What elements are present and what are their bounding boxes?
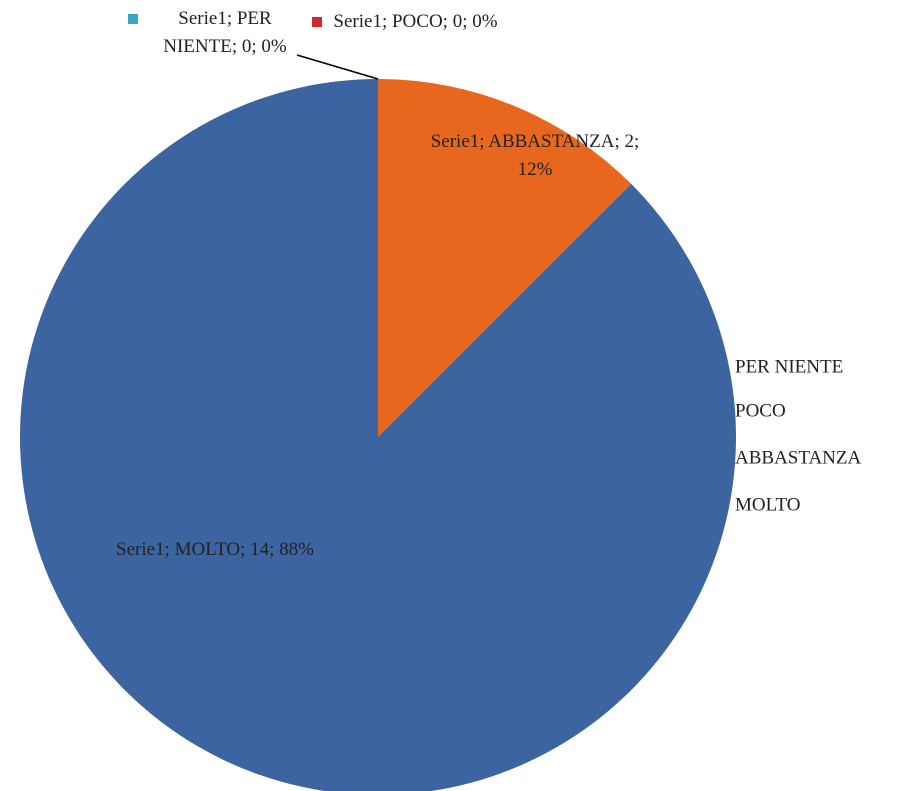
label-key — [128, 14, 138, 24]
label-key — [312, 17, 322, 27]
data-label: Serie1; MOLTO; 14; 88% — [116, 539, 314, 560]
pie-slice — [20, 79, 736, 791]
pie-slice — [378, 79, 632, 437]
data-label: Serie1; PER NIENTE; 0; 0% — [163, 8, 287, 57]
legend-label: POCO — [735, 400, 786, 421]
data-label: Serie1; POCO; 0; 0% — [333, 11, 498, 32]
legend-label: PER NIENTE — [735, 356, 843, 377]
data-label: Serie1; ABBASTANZA; 2; 12% — [430, 131, 640, 180]
legend-label: MOLTO — [735, 494, 800, 515]
legend-label: ABBASTANZA — [735, 447, 861, 468]
leader-line — [296, 54, 379, 80]
